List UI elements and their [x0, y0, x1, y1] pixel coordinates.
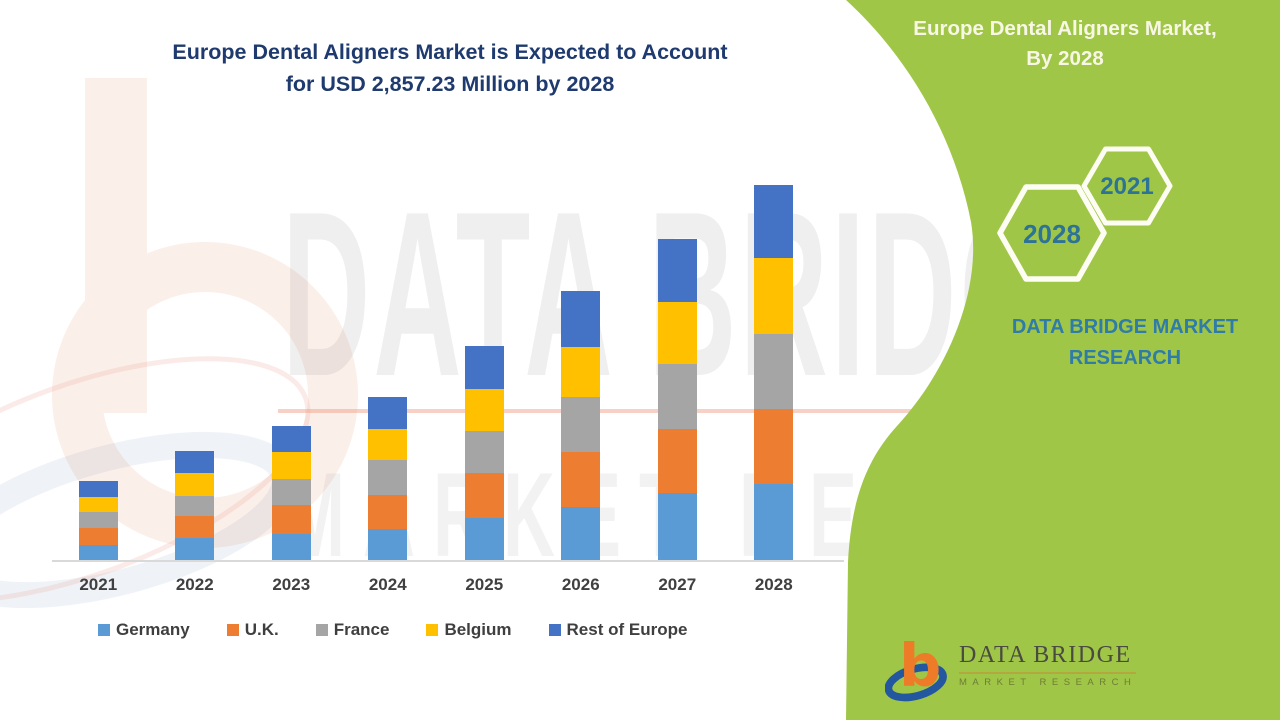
stacked-bar-2025	[464, 345, 504, 560]
bar-segment-france	[271, 479, 311, 506]
bar-segment-u-k-	[464, 472, 504, 518]
bar-segment-france	[175, 496, 215, 517]
bar-column-2025	[436, 182, 533, 560]
chart-title-line2: for USD 2,857.23 Million by 2028	[285, 72, 615, 96]
legend-swatch-icon	[226, 624, 239, 636]
bar-segment-u-k-	[271, 505, 311, 535]
bar-segment-germany	[78, 545, 118, 560]
legend-item-germany: Germany	[98, 620, 190, 640]
bar-column-2024	[340, 182, 437, 560]
x-axis-label-2022: 2022	[175, 575, 214, 594]
bar-segment-france	[657, 364, 697, 430]
legend-item-rest-of-europe: Rest of Europe	[548, 620, 688, 640]
bar-column-2027	[629, 182, 726, 560]
legend-label: France	[333, 620, 390, 639]
bar-segment-france	[368, 460, 408, 496]
x-axis-label-2025: 2025	[465, 575, 504, 594]
bar-segment-germany	[754, 483, 794, 560]
bar-segment-france	[561, 397, 601, 453]
stacked-bar-2027	[657, 239, 697, 560]
bar-segment-u-k-	[657, 429, 697, 494]
chart-title: Europe Dental Aligners Market is Expecte…	[95, 36, 805, 100]
bar-segment-france	[754, 333, 794, 409]
chart-title-line1: Europe Dental Aligners Market is Expecte…	[172, 40, 728, 64]
bar-segment-belgium	[78, 496, 118, 513]
legend-item-u-k-: U.K.	[226, 620, 279, 640]
green-panel-shape	[846, 0, 1280, 720]
bar-segment-u-k-	[754, 408, 794, 484]
legend-swatch-icon	[426, 624, 439, 636]
x-axis-label-2023: 2023	[272, 575, 311, 594]
bar-column-2028	[726, 182, 823, 560]
bar-segment-u-k-	[78, 527, 118, 546]
bar-segment-belgium	[754, 258, 794, 334]
bar-segment-rest-of-europe	[368, 396, 408, 430]
bar-segment-belgium	[175, 472, 215, 497]
x-axis-labels: 2021 2022 2023 2024 2025 2026 2027 2028	[50, 575, 822, 595]
plot-area	[50, 182, 822, 560]
stacked-bar-2026	[561, 290, 601, 560]
stacked-bar-chart: Europe Dental Aligners Market is Expecte…	[50, 36, 844, 640]
legend-swatch-icon	[315, 624, 328, 636]
legend-label: Germany	[116, 620, 190, 639]
legend-label: Rest of Europe	[566, 620, 688, 639]
bar-segment-u-k-	[175, 516, 215, 539]
bar-segment-germany	[368, 529, 408, 560]
bar-segment-belgium	[271, 452, 311, 480]
legend-label: Belgium	[444, 620, 512, 639]
legend-swatch-icon	[548, 624, 561, 636]
bar-segment-rest-of-europe	[78, 480, 118, 497]
bar-segment-belgium	[657, 302, 697, 365]
bar-segment-france	[78, 512, 118, 528]
stacked-bar-2021	[78, 480, 118, 560]
bar-column-2026	[533, 182, 630, 560]
legend-swatch-icon	[98, 624, 110, 636]
bar-segment-france	[464, 430, 504, 473]
x-axis-label-2026: 2026	[561, 575, 600, 594]
bar-segment-u-k-	[368, 495, 408, 530]
x-axis-label-2028: 2028	[754, 575, 793, 594]
watermark-underline	[278, 409, 1004, 413]
bar-segment-rest-of-europe	[657, 239, 697, 303]
bar-column-2023	[243, 182, 340, 560]
bar-segment-belgium	[368, 429, 408, 461]
x-axis-label-2024: 2024	[368, 575, 407, 594]
bar-segment-germany	[175, 538, 215, 560]
stacked-bar-2023	[271, 426, 311, 560]
legend-item-belgium: Belgium	[426, 620, 512, 640]
bar-segment-belgium	[561, 346, 601, 398]
bar-segment-germany	[271, 534, 311, 560]
stacked-bar-2022	[175, 451, 215, 560]
bar-segment-germany	[561, 506, 601, 560]
bar-segment-rest-of-europe	[561, 290, 601, 347]
x-axis-label-2021: 2021	[79, 575, 118, 594]
bar-segment-rest-of-europe	[464, 345, 504, 389]
bar-segment-u-k-	[561, 452, 601, 507]
bar-column-2021	[50, 182, 147, 560]
bar-segment-rest-of-europe	[175, 451, 215, 473]
x-axis-line	[52, 560, 844, 562]
bar-segment-germany	[657, 493, 697, 560]
bar-column-2022	[147, 182, 244, 560]
x-axis-label-2027: 2027	[658, 575, 697, 594]
chart-legend: Germany U.K. France Belgium Rest of Europe	[98, 620, 687, 640]
legend-item-france: France	[315, 620, 390, 640]
bar-segment-germany	[464, 517, 504, 560]
bar-segment-rest-of-europe	[754, 184, 794, 259]
bar-segment-belgium	[464, 388, 504, 431]
legend-label: U.K.	[244, 620, 279, 639]
stacked-bar-2024	[368, 396, 408, 560]
bar-segment-rest-of-europe	[271, 426, 311, 453]
stacked-bar-2028	[754, 184, 794, 560]
